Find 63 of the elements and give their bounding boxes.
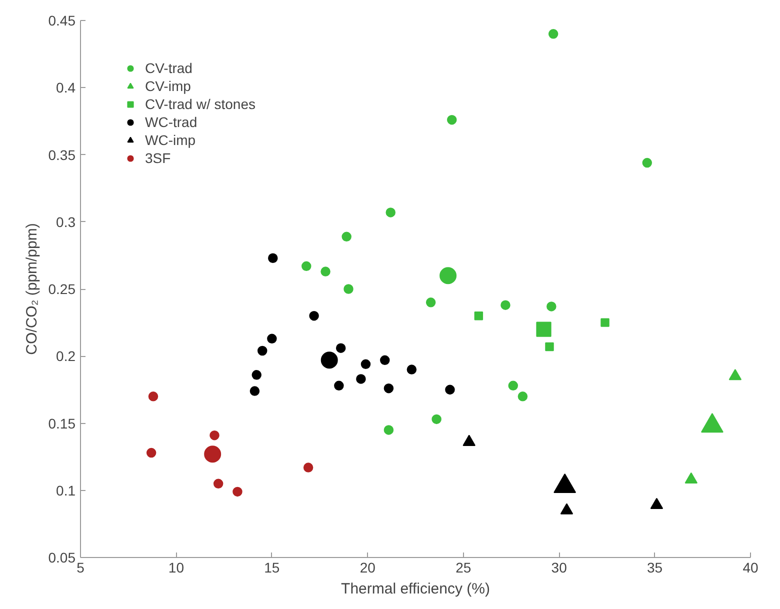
x-tick-label: 40 <box>742 560 758 576</box>
point <box>445 384 455 395</box>
point <box>267 334 277 344</box>
x-tick-label: 20 <box>360 560 376 576</box>
x-tick-label: 5 <box>76 560 85 576</box>
point <box>268 253 278 263</box>
point <box>600 318 610 327</box>
point <box>500 300 510 310</box>
point <box>360 359 371 370</box>
point <box>342 232 352 242</box>
y-tick-label: 0.4 <box>56 80 76 96</box>
x-tick-label: 25 <box>456 560 472 576</box>
point <box>303 462 314 472</box>
point <box>210 430 220 440</box>
point <box>146 448 156 458</box>
legend-label: CV-trad <box>145 60 192 76</box>
y-tick-label: 0.45 <box>48 12 76 28</box>
x-tick-label: 10 <box>168 560 184 576</box>
point <box>406 364 417 374</box>
point <box>309 310 319 321</box>
point <box>232 486 242 497</box>
y-tick-label: 0.05 <box>48 550 76 566</box>
point <box>320 266 330 276</box>
point <box>148 392 158 402</box>
point <box>213 478 224 489</box>
point <box>642 158 652 168</box>
point <box>336 343 346 353</box>
point <box>548 29 558 39</box>
point <box>546 302 556 312</box>
y-tick-label: 0.25 <box>48 281 76 297</box>
point <box>384 425 394 435</box>
y-tick-label: 0.1 <box>56 482 76 498</box>
point <box>432 414 442 424</box>
legend-label: 3SF <box>145 150 171 166</box>
point <box>257 346 268 356</box>
point <box>386 208 396 218</box>
point <box>518 392 528 402</box>
point <box>508 380 518 391</box>
y-tick-label: 0.3 <box>56 214 76 230</box>
x-axis-title: Thermal efficiency (%) <box>341 580 490 598</box>
x-tick-label: 30 <box>551 560 568 576</box>
point <box>356 374 366 384</box>
y-tick-label: 0.15 <box>48 415 76 432</box>
legend-label: CV-trad w/ stones <box>145 96 256 112</box>
point <box>384 383 394 394</box>
legend-label: WC-imp <box>145 132 196 148</box>
point <box>344 284 354 294</box>
point <box>545 342 554 352</box>
point <box>380 355 390 366</box>
y-tick-label: 0.35 <box>48 146 76 163</box>
point <box>426 298 436 308</box>
point <box>474 311 484 320</box>
point <box>446 114 457 125</box>
y-axis-title: CO/CO₂ (ppm/ppm) <box>23 223 40 355</box>
legend-label: WC-trad <box>145 114 198 130</box>
x-tick-label: 15 <box>264 560 280 576</box>
y-tick-label: 0.2 <box>56 348 76 364</box>
point <box>250 386 260 396</box>
x-tick-label: 35 <box>647 560 663 576</box>
legend-label: CV-imp <box>145 78 191 94</box>
point <box>302 261 312 272</box>
point <box>252 370 262 380</box>
point <box>334 380 344 391</box>
